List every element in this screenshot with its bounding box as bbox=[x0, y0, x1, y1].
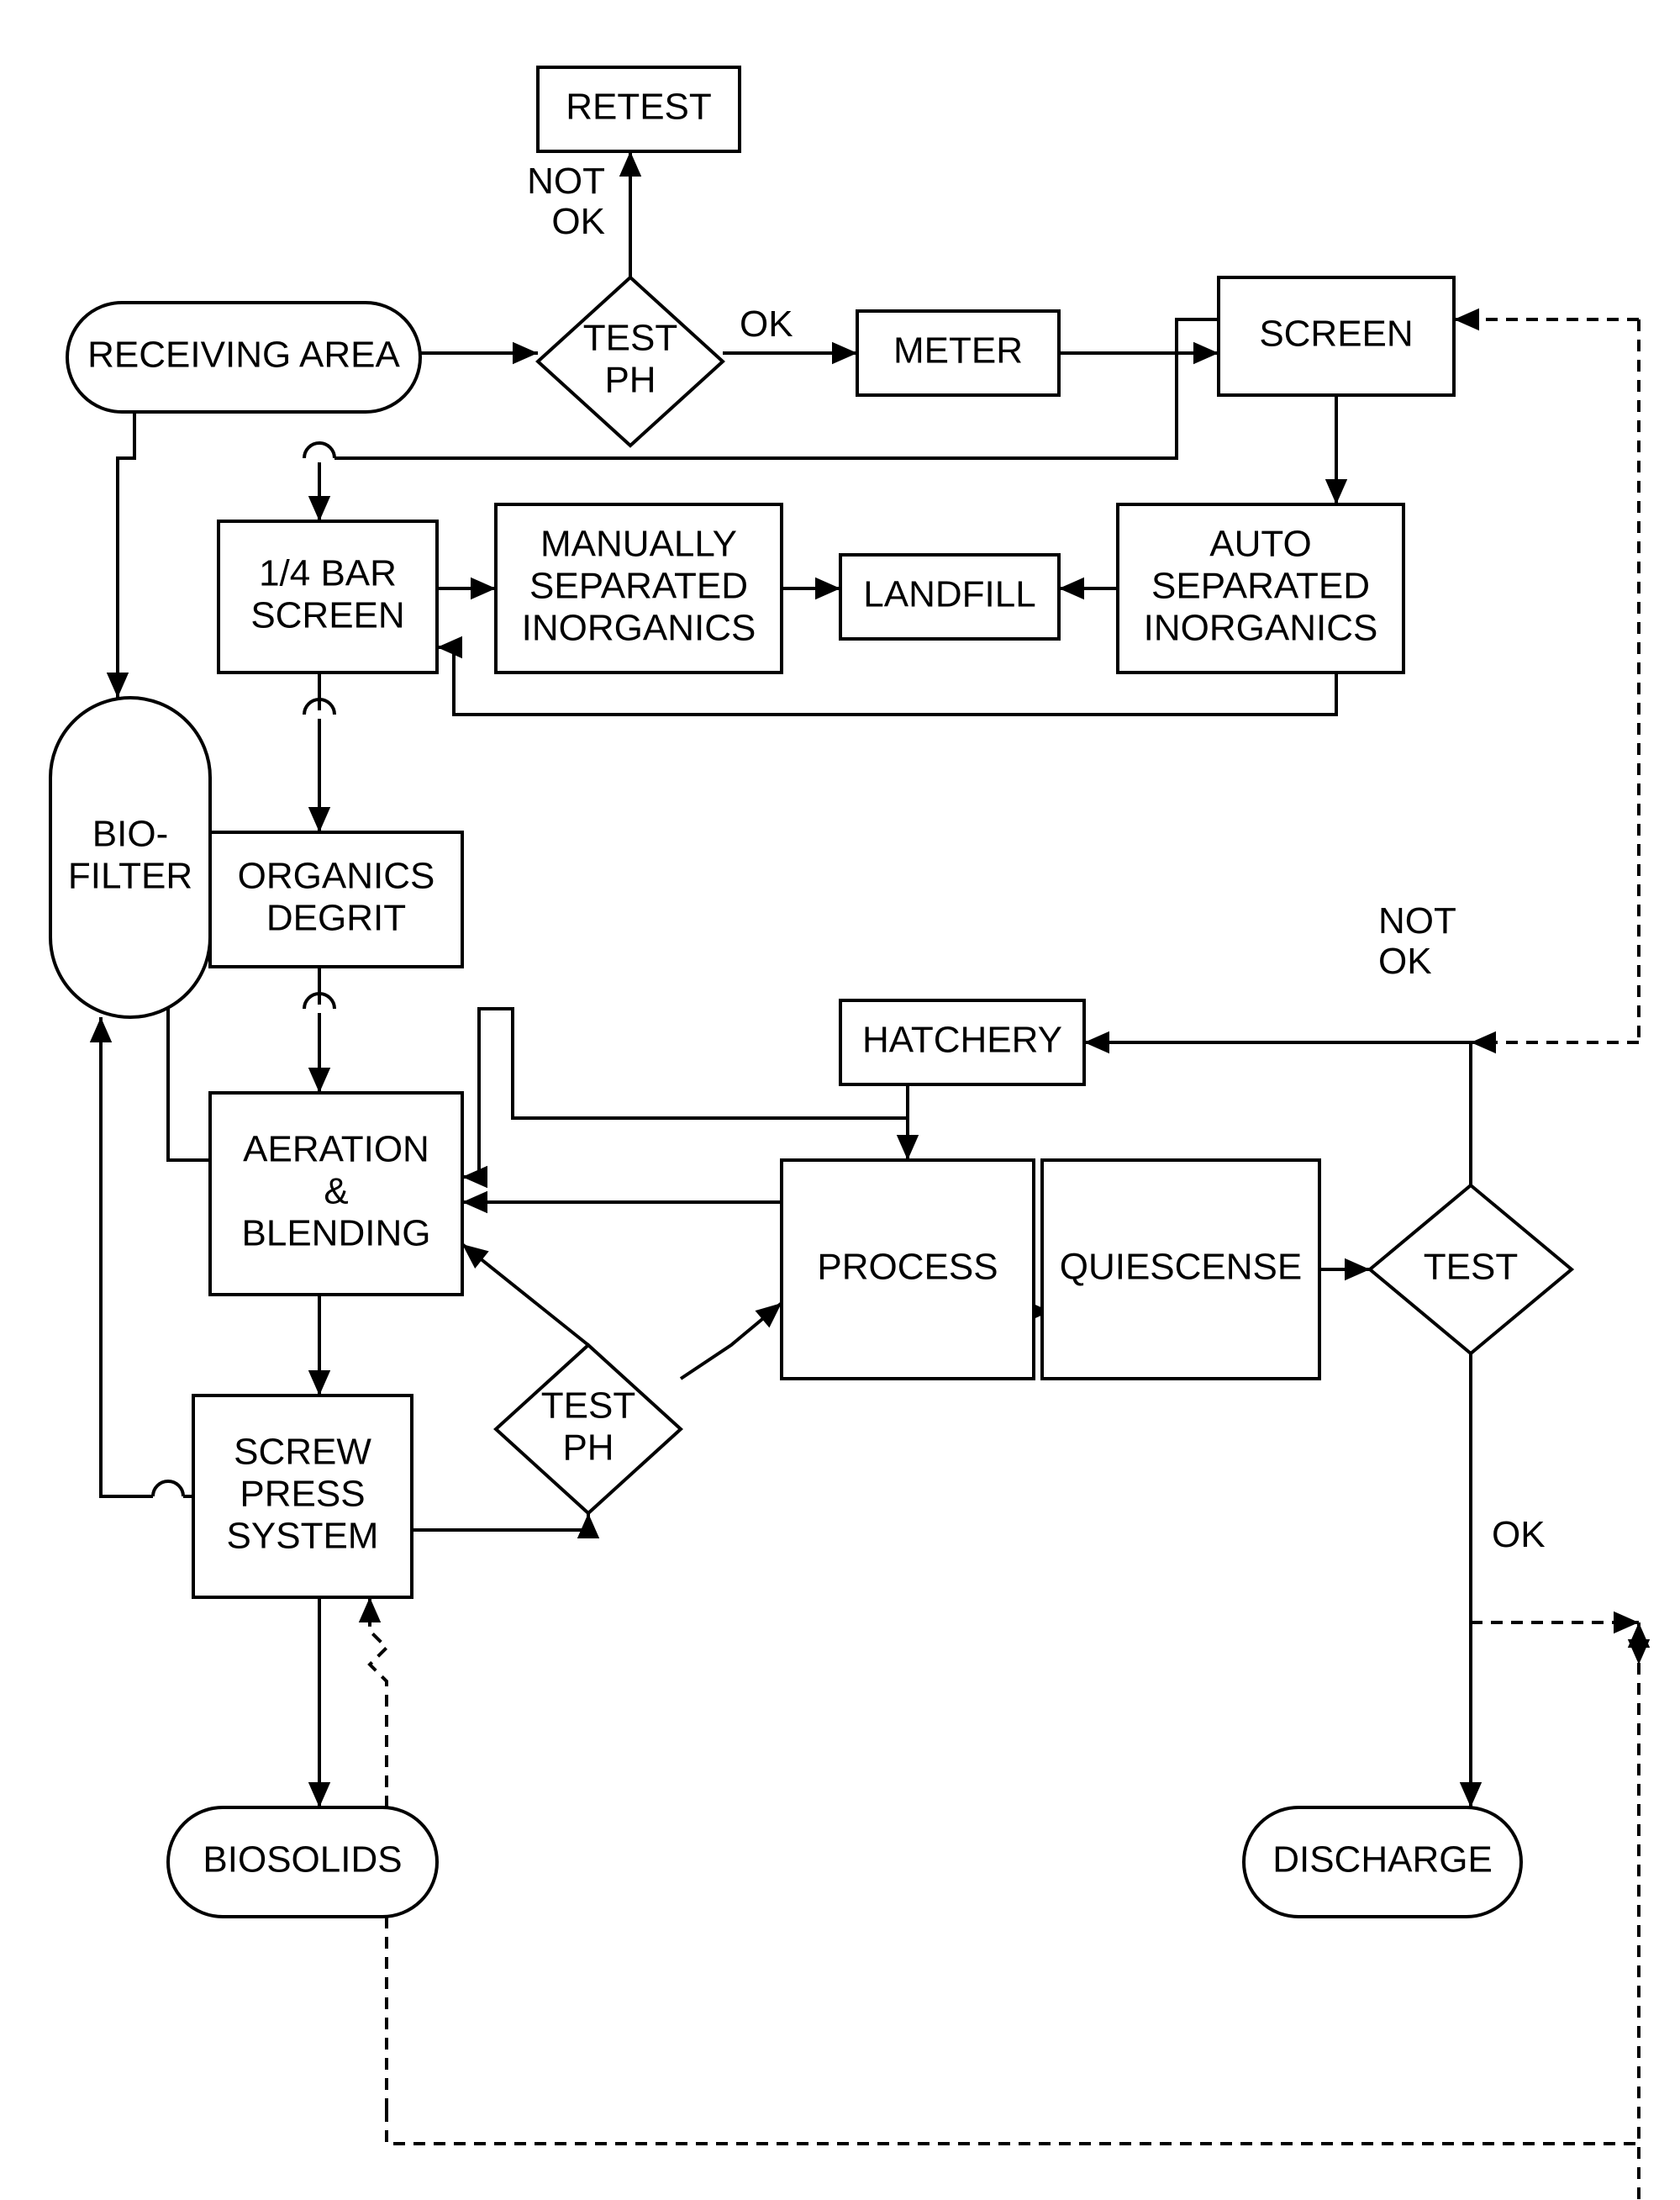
node-label-screwpress: SYSTEM bbox=[227, 1516, 379, 1557]
node-label-auto: AUTO bbox=[1209, 524, 1311, 565]
node-label-degrit: ORGANICS bbox=[238, 856, 435, 897]
node-retest: RETEST bbox=[538, 67, 740, 151]
svg-text:OK: OK bbox=[740, 303, 793, 345]
node-quiescense: QUIESCENSE bbox=[1042, 1160, 1319, 1379]
process-flowchart: NOTOKOKOKNOTOKRETESTRECEIVING AREATESTPH… bbox=[0, 0, 1680, 2200]
node-label-quiescense: QUIESCENSE bbox=[1060, 1247, 1303, 1288]
node-process: PROCESS bbox=[782, 1160, 1034, 1379]
node-aeration: AERATION&BLENDING bbox=[210, 1093, 462, 1295]
node-label-screwpress: PRESS bbox=[240, 1474, 365, 1515]
node-label-receiving: RECEIVING AREA bbox=[87, 335, 400, 376]
node-test2: TEST bbox=[1370, 1185, 1572, 1353]
node-label-manual: MANUALLY bbox=[540, 524, 737, 565]
node-barscreen: 1/4 BARSCREEN bbox=[219, 521, 437, 673]
node-label-process: PROCESS bbox=[817, 1247, 998, 1288]
node-testph1: TESTPH bbox=[538, 277, 723, 446]
node-label-manual: SEPARATED bbox=[529, 566, 748, 607]
node-label-test2: TEST bbox=[1424, 1247, 1518, 1288]
node-label-screen: SCREEN bbox=[1259, 314, 1413, 355]
node-manual: MANUALLYSEPARATEDINORGANICS bbox=[496, 504, 782, 673]
node-label-discharge: DISCHARGE bbox=[1272, 1839, 1493, 1881]
node-label-auto: SEPARATED bbox=[1151, 566, 1370, 607]
node-label-biofilter: BIO- bbox=[92, 814, 168, 855]
node-receiving: RECEIVING AREA bbox=[67, 303, 420, 412]
node-label-degrit: DEGRIT bbox=[266, 898, 406, 939]
svg-text:OK: OK bbox=[1378, 941, 1432, 982]
node-auto: AUTOSEPARATEDINORGANICS bbox=[1118, 504, 1404, 673]
node-label-landfill: LANDFILL bbox=[863, 574, 1035, 615]
node-discharge: DISCHARGE bbox=[1244, 1807, 1521, 1917]
node-screen: SCREEN bbox=[1219, 277, 1454, 395]
node-label-testph2: TEST bbox=[541, 1385, 635, 1427]
node-label-hatchery: HATCHERY bbox=[862, 1020, 1062, 1061]
node-label-retest: RETEST bbox=[566, 87, 712, 128]
node-landfill: LANDFILL bbox=[840, 555, 1059, 639]
node-degrit: ORGANICSDEGRIT bbox=[210, 832, 462, 967]
node-label-auto: INORGANICS bbox=[1144, 608, 1378, 649]
node-label-biosolids: BIOSOLIDS bbox=[203, 1839, 402, 1881]
node-label-screwpress: SCREW bbox=[234, 1432, 371, 1473]
node-label-aeration: BLENDING bbox=[242, 1213, 431, 1254]
node-label-aeration: AERATION bbox=[243, 1129, 429, 1170]
svg-text:OK: OK bbox=[551, 201, 605, 242]
node-label-biofilter: FILTER bbox=[68, 856, 192, 897]
node-label-barscreen: 1/4 BAR bbox=[259, 553, 397, 594]
svg-text:NOT: NOT bbox=[1378, 900, 1456, 942]
svg-text:OK: OK bbox=[1492, 1514, 1546, 1555]
node-label-meter: METER bbox=[893, 330, 1023, 372]
node-hatchery: HATCHERY bbox=[840, 1000, 1084, 1084]
node-screwpress: SCREWPRESSSYSTEM bbox=[193, 1395, 412, 1597]
node-biosolids: BIOSOLIDS bbox=[168, 1807, 437, 1917]
node-meter: METER bbox=[857, 311, 1059, 395]
node-label-aeration: & bbox=[324, 1171, 348, 1212]
node-label-manual: INORGANICS bbox=[522, 608, 756, 649]
node-testph2: TESTPH bbox=[496, 1345, 681, 1513]
node-label-barscreen: SCREEN bbox=[250, 595, 404, 636]
node-biofilter: BIO-FILTER bbox=[50, 698, 210, 1017]
node-label-testph1: TEST bbox=[583, 318, 677, 359]
node-label-testph1: PH bbox=[604, 360, 656, 401]
svg-text:NOT: NOT bbox=[527, 161, 605, 202]
node-label-testph2: PH bbox=[562, 1427, 614, 1469]
